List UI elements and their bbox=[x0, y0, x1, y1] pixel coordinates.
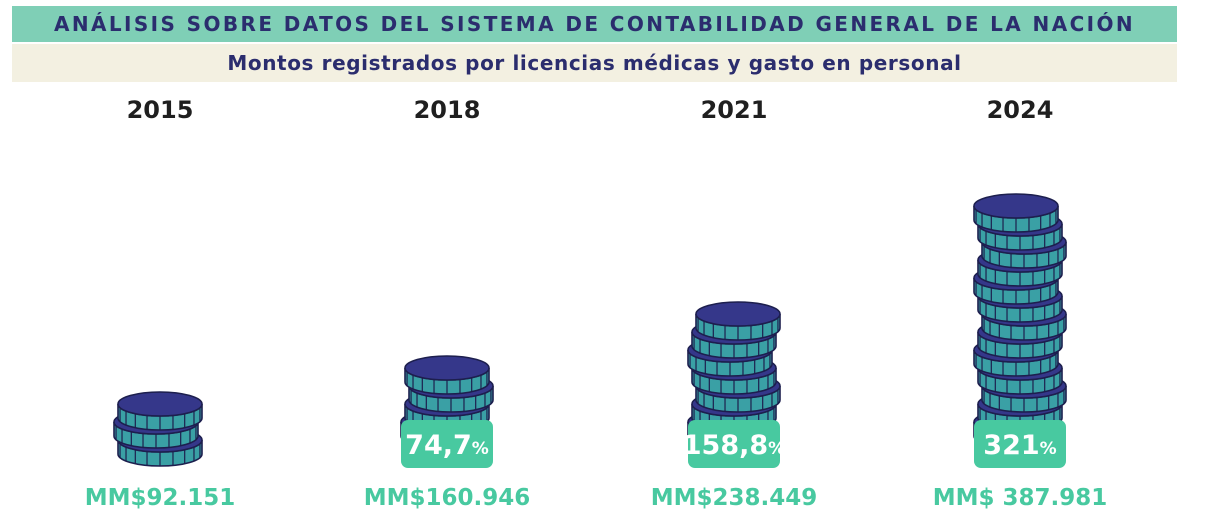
growth-label: 74,7% bbox=[405, 430, 489, 461]
year-label: 2015 bbox=[127, 96, 194, 124]
coin-face bbox=[404, 355, 490, 381]
coin-face bbox=[695, 301, 781, 327]
growth-badge: 158,8% bbox=[683, 420, 785, 468]
growth-unit: % bbox=[1040, 439, 1057, 459]
page-title: ANÁLISIS SOBRE DATOS DEL SISTEMA DE CONT… bbox=[12, 6, 1177, 42]
growth-value: 321 bbox=[983, 430, 1039, 461]
year-label: 2018 bbox=[414, 96, 481, 124]
growth-label: 321% bbox=[983, 430, 1056, 461]
growth-badge-bg bbox=[401, 420, 493, 468]
value-label: MM$160.946 bbox=[364, 485, 531, 511]
value-label: MM$ 387.981 bbox=[933, 485, 1108, 511]
value-label: MM$92.151 bbox=[85, 485, 236, 511]
coin-face bbox=[117, 391, 203, 417]
coin-4 bbox=[404, 355, 490, 395]
coin-face bbox=[973, 193, 1059, 219]
coin-7 bbox=[695, 301, 781, 341]
category-group-2018: 2018 74,7% MM$160.946 bbox=[364, 96, 531, 511]
category-group-2015: 2015 MM$92.151 bbox=[85, 96, 236, 511]
chart-subtitle: Montos registrados por licencias médicas… bbox=[12, 44, 1177, 82]
growth-label: 158,8% bbox=[683, 430, 785, 461]
growth-unit: % bbox=[472, 439, 489, 459]
value-label: MM$238.449 bbox=[651, 485, 818, 511]
coin-stack bbox=[113, 391, 203, 467]
coin-stack bbox=[400, 355, 494, 467]
growth-value: 158,8 bbox=[683, 430, 768, 461]
growth-badge-bg bbox=[974, 420, 1066, 468]
category-group-2024: 2024 321% MM$ 387.981 bbox=[933, 96, 1108, 511]
coin-2 bbox=[117, 391, 203, 431]
growth-badge: 321% bbox=[974, 420, 1066, 468]
growth-unit: % bbox=[768, 439, 785, 459]
growth-value: 74,7 bbox=[405, 430, 472, 461]
growth-badge: 74,7% bbox=[401, 420, 493, 468]
coin-13 bbox=[973, 193, 1059, 233]
year-label: 2021 bbox=[701, 96, 768, 124]
growth-badge-bg bbox=[688, 420, 780, 468]
category-group-2021: 2021 158,8% MM$238.449 bbox=[651, 96, 818, 511]
year-label: 2024 bbox=[987, 96, 1054, 124]
